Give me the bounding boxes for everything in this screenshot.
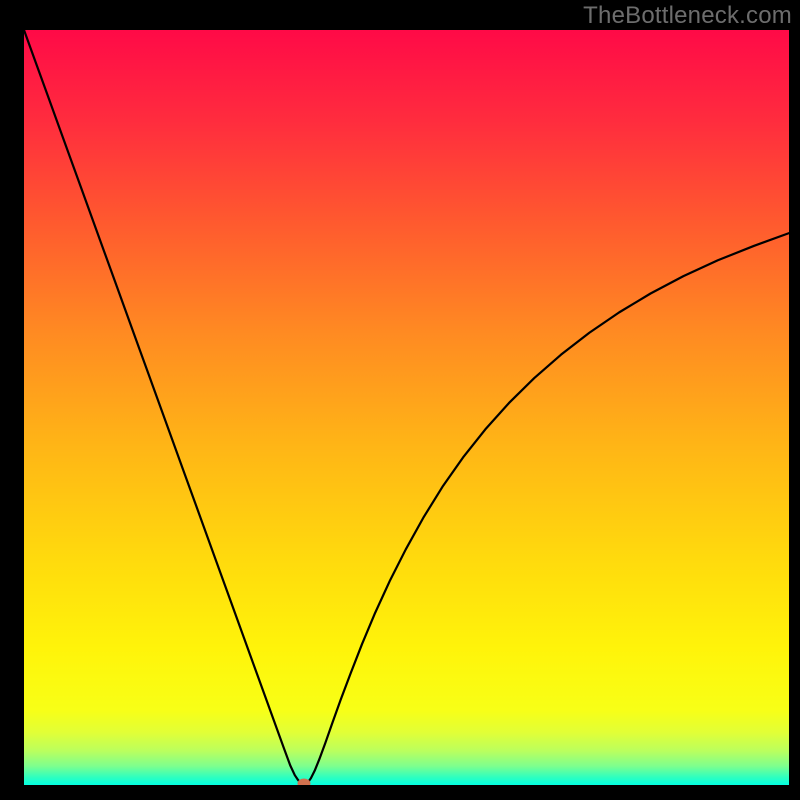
chart-container: TheBottleneck.com — [0, 0, 800, 800]
watermark-label: TheBottleneck.com — [583, 2, 792, 30]
plot-area — [24, 30, 789, 785]
gradient-background — [24, 30, 789, 785]
